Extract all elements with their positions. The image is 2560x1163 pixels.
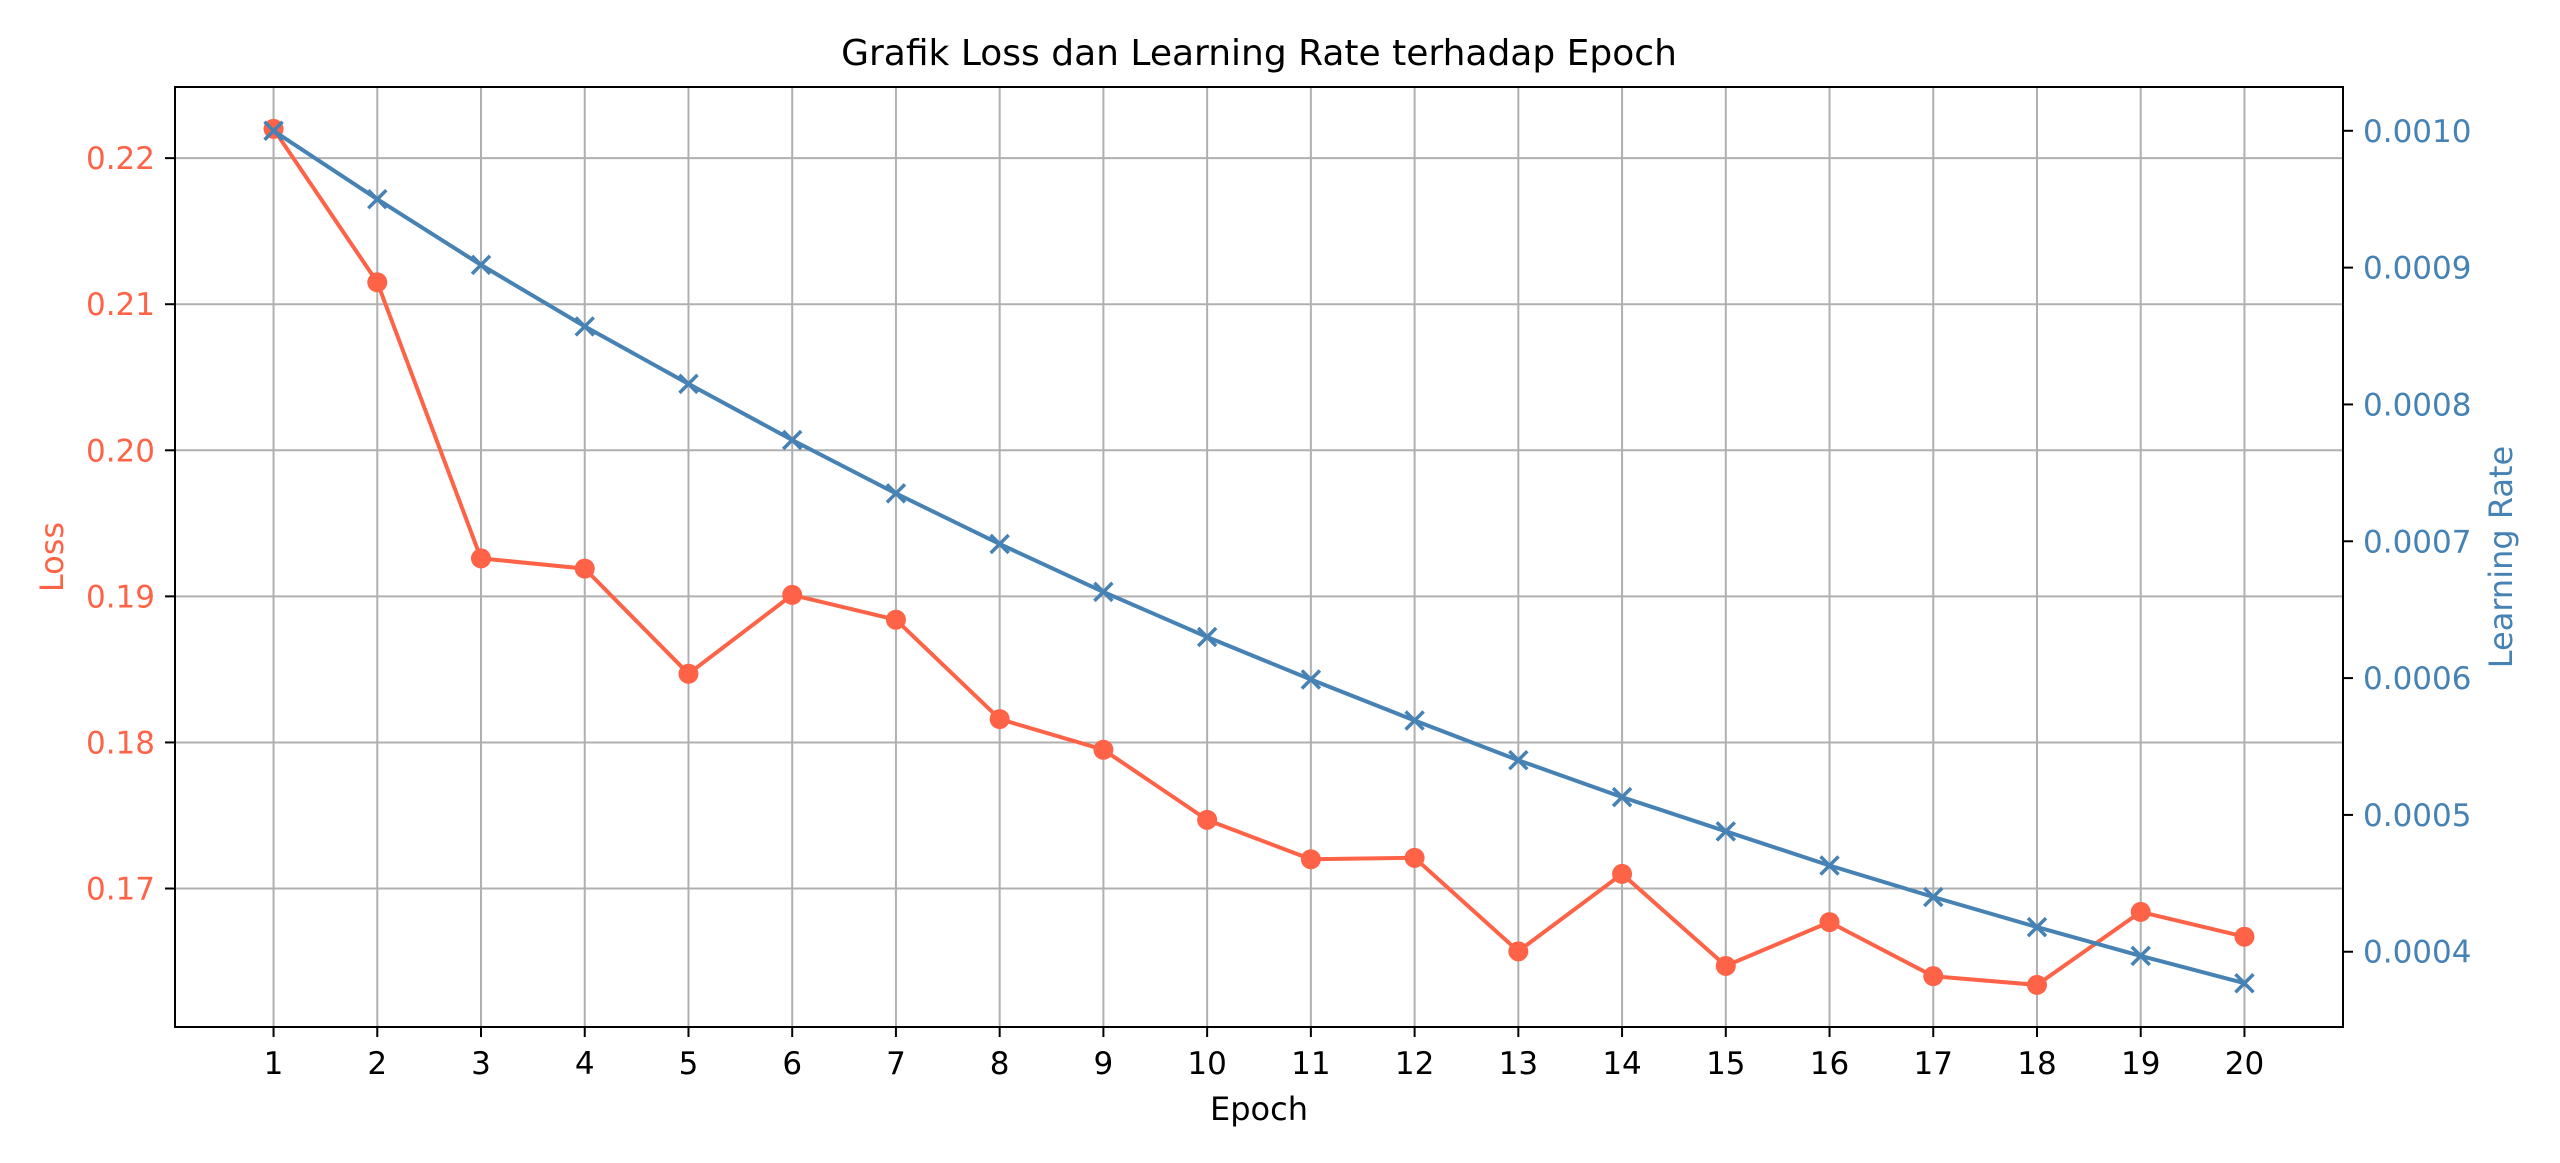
x-tick-label: 19 <box>2121 1046 2160 1082</box>
x-tick-label: 10 <box>1187 1046 1226 1082</box>
learning-rate-data-point <box>2234 972 2255 994</box>
loss-data-point <box>678 663 699 684</box>
x-tick-label: 11 <box>1291 1046 1330 1082</box>
loss-data-point <box>2234 926 2255 947</box>
x-tick-label: 14 <box>1602 1046 1641 1082</box>
learning-rate-data-point <box>885 483 907 504</box>
loss-data-point <box>2130 901 2151 922</box>
x-tick-label: 8 <box>990 1046 1010 1082</box>
learning-rate-data-point <box>1819 855 1840 876</box>
loss-series-line <box>271 127 2245 987</box>
x-tick-label: 15 <box>1706 1046 1745 1082</box>
loss-data-point <box>989 709 1010 730</box>
y-axis-right-label: Learning Rate <box>2482 446 2520 668</box>
series-layer <box>263 118 2255 995</box>
y-left-tick-label: 0.20 <box>86 433 155 469</box>
loss-data-point <box>1508 941 1529 962</box>
learning-rate-data-point <box>1611 786 1633 808</box>
loss-data-point <box>1300 849 1321 870</box>
loss-data-point <box>1197 809 1218 830</box>
loss-data-point <box>885 609 906 630</box>
y-right-tick-label: 0.0010 <box>2363 114 2471 150</box>
y-left-tick-label: 0.19 <box>86 579 155 615</box>
learning-rate-data-point <box>1404 710 1425 731</box>
learning-rate-data-point <box>2130 945 2151 967</box>
learning-rate-data-point <box>678 373 699 395</box>
y-right-tick-label: 0.0008 <box>2363 387 2471 423</box>
learning-rate-series-line <box>272 129 2246 986</box>
x-tick-label: 5 <box>679 1046 699 1082</box>
loss-data-point <box>1404 847 1425 868</box>
loss-data-point <box>574 558 595 579</box>
y-right-tick-label: 0.0009 <box>2363 251 2471 287</box>
learning-rate-data-point <box>470 254 492 276</box>
chart-title: Grafik Loss dan Learning Rate terhadap E… <box>841 33 1677 74</box>
learning-rate-data-point <box>1196 626 1218 648</box>
x-tick-label: 7 <box>886 1046 906 1082</box>
learning-rate-data-point <box>989 533 1010 555</box>
axis-layer: 1 2 3 4 5 6 7 8 9 10 11 12 13 14 15 16 17 18 19 200.170.180… <box>86 114 2472 1082</box>
x-tick-label: 1 <box>264 1046 284 1082</box>
y-axis-left-label: Loss <box>33 522 71 592</box>
loss-data-point <box>367 272 388 293</box>
loss-data-point <box>1093 739 1114 760</box>
loss-data-point <box>471 548 492 569</box>
learning-rate-data-point <box>1300 669 1322 690</box>
y-left-tick-label: 0.21 <box>86 287 155 323</box>
learning-rate-data-point <box>1508 749 1529 771</box>
loss-data-point <box>1819 912 1840 933</box>
x-tick-label: 9 <box>1094 1046 1114 1082</box>
x-tick-label: 3 <box>471 1046 491 1082</box>
learning-rate-data-point <box>2026 916 2048 938</box>
y-right-tick-label: 0.0005 <box>2363 798 2471 834</box>
x-tick-label: 2 <box>367 1046 387 1082</box>
x-tick-label: 12 <box>1395 1046 1434 1082</box>
y-right-tick-label: 0.0007 <box>2363 524 2471 560</box>
y-left-tick-label: 0.22 <box>86 141 155 177</box>
x-tick-label: 18 <box>2017 1046 2056 1082</box>
y-right-tick-label: 0.0004 <box>2363 935 2471 971</box>
y-left-tick-label: 0.17 <box>86 872 155 908</box>
learning-rate-data-point <box>1093 581 1114 603</box>
plot-frame <box>174 86 2344 1028</box>
y-right-tick-label: 0.0006 <box>2363 661 2471 697</box>
x-tick-label: 4 <box>575 1046 595 1082</box>
learning-rate-data-point <box>263 120 284 142</box>
x-tick-label: 16 <box>1810 1046 1849 1082</box>
x-tick-label: 17 <box>1914 1046 1953 1082</box>
learning-rate-data-point <box>1923 886 1944 908</box>
learning-rate-data-point <box>781 429 803 451</box>
x-tick-label: 6 <box>782 1046 802 1082</box>
x-tick-label: 20 <box>2225 1046 2264 1082</box>
loss-data-point <box>2026 974 2047 995</box>
x-axis-label: Epoch <box>1210 1090 1308 1128</box>
learning-rate-data-point <box>1715 821 1737 842</box>
learning-rate-data-point <box>574 316 595 337</box>
x-tick-label: 13 <box>1499 1046 1538 1082</box>
y-left-tick-label: 0.18 <box>86 725 155 761</box>
loss-data-point <box>1715 955 1736 976</box>
loss-data-point <box>1612 863 1633 884</box>
learning-rate-data-point <box>367 188 388 210</box>
loss-data-point <box>782 584 803 605</box>
loss-data-point <box>1923 966 1944 987</box>
